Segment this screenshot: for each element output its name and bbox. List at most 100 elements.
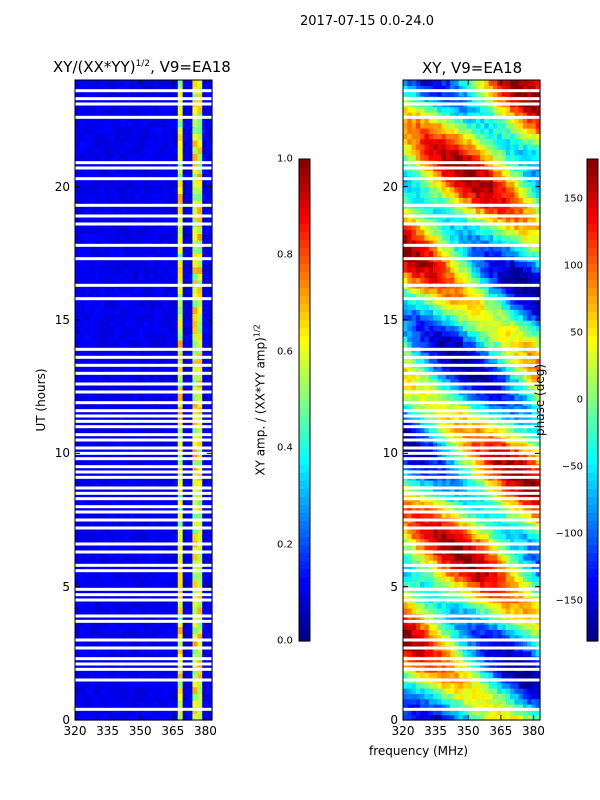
right-cell xyxy=(458,704,464,710)
right-cell xyxy=(505,416,511,422)
left-cell xyxy=(153,246,159,254)
left-cell xyxy=(158,133,164,141)
right-cell xyxy=(428,709,434,716)
left-cell xyxy=(109,140,115,148)
left-title-main: XY/(XX*YY) xyxy=(53,58,136,76)
left-cell xyxy=(79,693,86,701)
left-cell xyxy=(138,513,145,521)
right-cell xyxy=(514,394,520,401)
right-cell xyxy=(441,453,447,460)
left-cell xyxy=(128,226,135,234)
right-cell xyxy=(527,357,533,364)
right-cell xyxy=(522,394,528,401)
right-cell xyxy=(424,394,430,401)
left-cell xyxy=(153,440,159,448)
left-cell xyxy=(143,513,149,521)
left-cell xyxy=(99,466,105,474)
left-title-sup: 1/2 xyxy=(135,59,151,69)
right-cell xyxy=(454,394,460,401)
left-cell xyxy=(167,226,174,234)
right-cell xyxy=(415,544,421,550)
right-cell xyxy=(462,629,468,636)
left-cell xyxy=(148,106,154,114)
left-cell xyxy=(89,466,96,474)
left-cell xyxy=(114,133,120,141)
left-cell xyxy=(158,593,164,601)
right-cell xyxy=(480,522,485,529)
right-cell xyxy=(522,682,528,689)
right-cell xyxy=(424,650,430,657)
left-cell xyxy=(99,460,105,468)
left-cell xyxy=(119,553,125,561)
left-cell xyxy=(148,140,154,148)
left-cell xyxy=(138,700,145,708)
left-cell xyxy=(119,280,125,288)
right-cell xyxy=(488,560,494,566)
left-cell xyxy=(207,700,213,708)
left-cell xyxy=(207,420,213,428)
left-cell xyxy=(123,126,130,134)
left-cell xyxy=(163,640,169,648)
right-cell xyxy=(450,581,455,588)
left-cell xyxy=(148,360,154,368)
left-cell xyxy=(197,173,203,181)
right-cell xyxy=(407,384,413,390)
left-cell xyxy=(104,173,110,181)
left-cell xyxy=(89,246,96,254)
left-cell xyxy=(158,260,164,268)
left-cell xyxy=(207,260,213,268)
left-cell xyxy=(167,273,174,281)
right-cell xyxy=(437,384,443,390)
right-cell xyxy=(510,640,515,646)
right-cell xyxy=(501,480,507,486)
left-cell xyxy=(104,240,110,248)
left-cell xyxy=(75,546,81,554)
right-cell xyxy=(462,704,468,710)
left-cell xyxy=(109,340,115,348)
left-cell xyxy=(182,680,189,688)
left-cell xyxy=(94,173,101,181)
right-cell xyxy=(437,416,443,422)
left-cell xyxy=(99,180,105,188)
left-cell xyxy=(177,240,184,248)
left-cell xyxy=(89,453,96,461)
right-cell xyxy=(488,506,494,513)
right-cell xyxy=(450,602,455,609)
right-cell xyxy=(454,378,460,385)
left-cell xyxy=(177,553,184,561)
left-cell xyxy=(148,260,154,268)
left-cell xyxy=(94,440,101,448)
right-cell xyxy=(510,512,515,518)
left-cell xyxy=(109,633,115,641)
left-cell xyxy=(104,553,110,561)
right-cell xyxy=(420,570,426,577)
right-cell xyxy=(505,480,511,486)
left-cell xyxy=(167,486,174,494)
left-cell xyxy=(197,200,203,208)
right-cell xyxy=(475,378,481,385)
right-cell xyxy=(432,357,438,364)
left-cell xyxy=(192,440,198,448)
left-flag-stripe xyxy=(75,569,212,573)
left-cell xyxy=(177,680,184,688)
left-cell xyxy=(104,126,110,134)
left-cell xyxy=(163,466,169,474)
left-cell xyxy=(123,426,130,434)
right-cell xyxy=(518,410,524,417)
right-cell xyxy=(531,602,537,609)
left-cell xyxy=(119,680,125,688)
right-cell xyxy=(501,629,507,636)
right-cell xyxy=(471,442,477,449)
right-cell xyxy=(428,368,434,374)
right-cell xyxy=(522,410,528,417)
right-cell xyxy=(450,378,455,385)
right-cell xyxy=(514,672,520,678)
left-cell xyxy=(167,426,174,434)
left-cell xyxy=(123,193,130,201)
left-cell xyxy=(202,593,208,601)
left-cell xyxy=(99,553,105,561)
right-cell xyxy=(424,501,430,508)
left-cell xyxy=(128,640,135,648)
right-cell xyxy=(445,602,451,609)
left-cell xyxy=(182,633,189,641)
